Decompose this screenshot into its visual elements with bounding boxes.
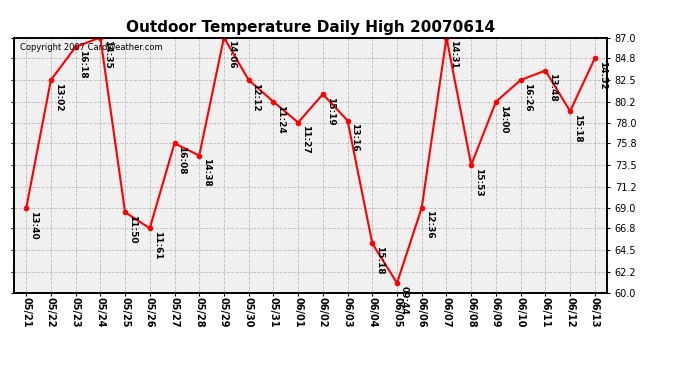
Text: 11:24: 11:24 (276, 105, 285, 133)
Text: 14:00: 14:00 (499, 105, 508, 133)
Text: 13:40: 13:40 (29, 211, 38, 240)
Text: 14:06: 14:06 (227, 40, 236, 69)
Text: 13:16: 13:16 (351, 123, 359, 152)
Text: 15:53: 15:53 (474, 168, 483, 196)
Text: Copyright 2007 CardWeather.com: Copyright 2007 CardWeather.com (20, 43, 162, 52)
Text: 12:36: 12:36 (424, 210, 433, 239)
Text: 14:35: 14:35 (103, 40, 112, 69)
Text: 15:18: 15:18 (573, 114, 582, 142)
Text: 13:48: 13:48 (548, 74, 557, 102)
Text: 16:08: 16:08 (177, 146, 186, 174)
Text: 11:27: 11:27 (301, 125, 310, 154)
Text: 11:50: 11:50 (128, 215, 137, 243)
Text: 15:18: 15:18 (375, 246, 384, 275)
Text: 14:31: 14:31 (449, 40, 458, 69)
Text: 16:18: 16:18 (79, 50, 88, 78)
Text: 14:38: 14:38 (202, 158, 211, 187)
Text: 09:44: 09:44 (400, 286, 408, 315)
Text: 15:19: 15:19 (326, 97, 335, 126)
Title: Outdoor Temperature Daily High 20070614: Outdoor Temperature Daily High 20070614 (126, 20, 495, 35)
Text: 14:52: 14:52 (598, 61, 607, 90)
Text: 12:12: 12:12 (251, 83, 260, 111)
Text: 16:26: 16:26 (524, 83, 533, 111)
Text: 13:02: 13:02 (54, 83, 63, 111)
Text: 11:61: 11:61 (152, 231, 161, 260)
